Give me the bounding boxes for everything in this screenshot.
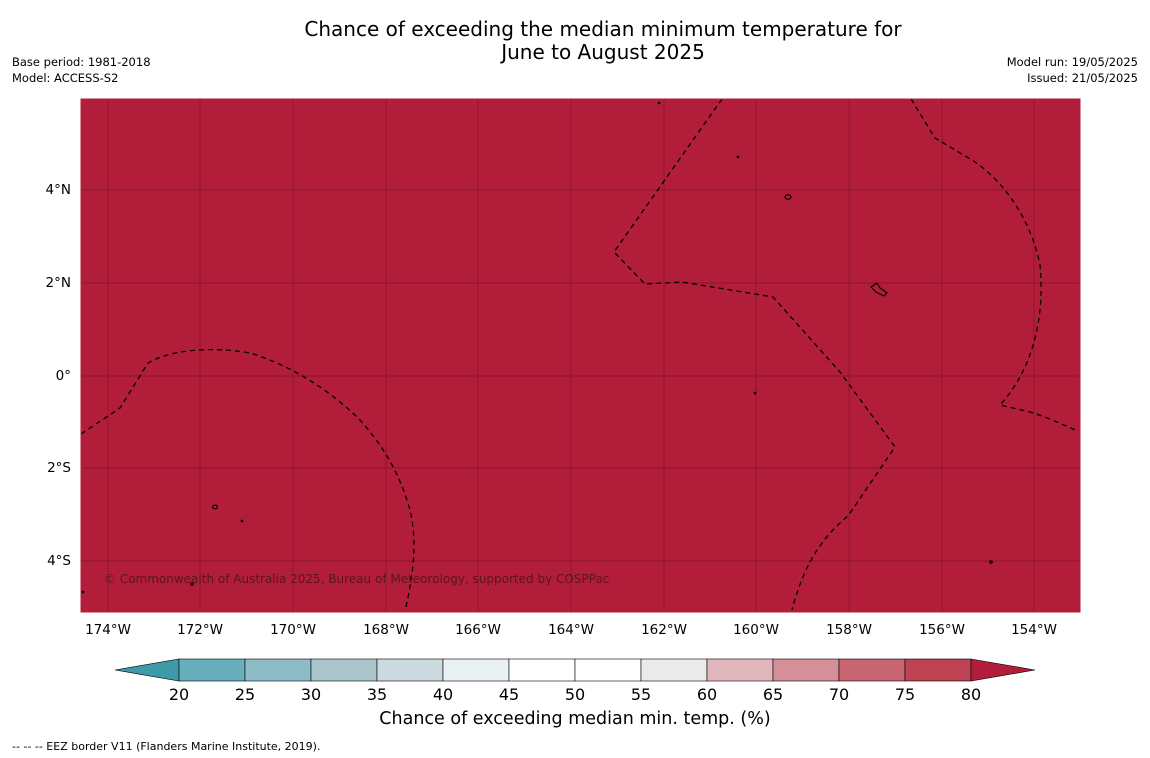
colorbar-bin-60-65 — [706, 658, 774, 682]
graticule — [81, 99, 1080, 612]
lat-label-2s: 2°S — [47, 460, 71, 476]
islet-2 — [736, 155, 740, 159]
title-line-2: June to August 2025 — [501, 40, 705, 64]
lat-label-4n: 4°N — [45, 182, 71, 198]
map-title: Chance of exceeding the median minimum t… — [180, 18, 1026, 64]
meta-right: Model run: 19/05/2025 Issued: 21/05/2025 — [1007, 55, 1138, 86]
colorbar — [114, 658, 1036, 682]
colorbar-bin-65-70 — [772, 658, 840, 682]
colorbar-tick-25: 25 — [234, 685, 256, 704]
colorbar-tick-50: 50 — [564, 685, 586, 704]
colorbar-bin-35-40 — [376, 658, 444, 682]
eez-border-left — [80, 348, 415, 608]
meta-left: Base period: 1981-2018 Model: ACCESS-S2 — [12, 55, 151, 86]
lat-label-0: 0° — [55, 368, 71, 384]
lon-label-162w: 162°W — [641, 622, 687, 638]
lat-label-4s: 4°S — [47, 553, 71, 569]
eez-borders — [80, 98, 1079, 611]
colorbar-bin-25-30 — [244, 658, 312, 682]
lon-label-170w: 170°W — [270, 622, 316, 638]
islet-6 — [989, 560, 993, 564]
islet-7 — [81, 590, 85, 594]
map-area — [81, 99, 1080, 612]
colorbar-tick-30: 30 — [300, 685, 322, 704]
islands — [81, 101, 993, 594]
title-line-1: Chance of exceeding the median minimum t… — [304, 17, 902, 41]
colorbar-tick-20: 20 — [168, 685, 190, 704]
base-period: Base period: 1981-2018 — [12, 55, 151, 69]
colorbar-extend-low — [114, 658, 180, 682]
colorbar-bin-20-25 — [178, 658, 246, 682]
colorbar-tick-65: 65 — [762, 685, 784, 704]
eez-footnote: -- -- -- EEZ border V11 (Flanders Marine… — [12, 740, 321, 753]
model-run: Model run: 19/05/2025 — [1006, 55, 1138, 69]
colorbar-tick-75: 75 — [894, 685, 916, 704]
islet-4 — [240, 519, 244, 523]
lon-label-174w: 174°W — [85, 622, 131, 638]
colorbar-tick-70: 70 — [828, 685, 850, 704]
lon-label-168w: 168°W — [363, 622, 409, 638]
model-name: Model: ACCESS-S2 — [12, 70, 119, 85]
colorbar-tick-45: 45 — [498, 685, 520, 704]
islet-1 — [657, 101, 661, 105]
lon-label-158w: 158°W — [826, 622, 872, 638]
colorbar-extend-high — [970, 658, 1036, 682]
colorbar-tick-80: 80 — [960, 685, 982, 704]
lon-label-156w: 156°W — [919, 622, 965, 638]
islet-5 — [190, 582, 194, 586]
lon-label-164w: 164°W — [548, 622, 594, 638]
lon-label-166w: 166°W — [455, 622, 501, 638]
issued-date: Issued: 21/05/2025 — [1027, 70, 1138, 85]
lat-label-2n: 2°N — [45, 275, 71, 291]
colorbar-bin-70-75 — [838, 658, 906, 682]
copyright-notice: © Commonwealth of Australia 2025, Bureau… — [104, 572, 610, 586]
colorbar-bin-55-60 — [640, 658, 708, 682]
island-southwest — [211, 504, 219, 510]
island-north — [784, 194, 792, 200]
colorbar-tick-40: 40 — [432, 685, 454, 704]
lon-label-172w: 172°W — [177, 622, 223, 638]
eez-border-center — [613, 98, 896, 611]
colorbar-bin-40-45 — [442, 658, 510, 682]
island-kiritimati — [870, 282, 888, 297]
islet-3 — [753, 391, 757, 395]
colorbar-bin-75-80 — [904, 658, 972, 682]
lon-label-154w: 154°W — [1011, 622, 1057, 638]
map-frame — [80, 98, 1081, 613]
colorbar-bin-30-35 — [310, 658, 378, 682]
colorbar-tick-55: 55 — [630, 685, 652, 704]
lon-label-160w: 160°W — [733, 622, 779, 638]
colorbar-label: Chance of exceeding median min. temp. (%… — [379, 709, 771, 729]
colorbar-bin-45-50 — [508, 658, 576, 682]
colorbar-tick-35: 35 — [366, 685, 388, 704]
colorbar-bin-50-55 — [574, 658, 642, 682]
colorbar-tick-60: 60 — [696, 685, 718, 704]
